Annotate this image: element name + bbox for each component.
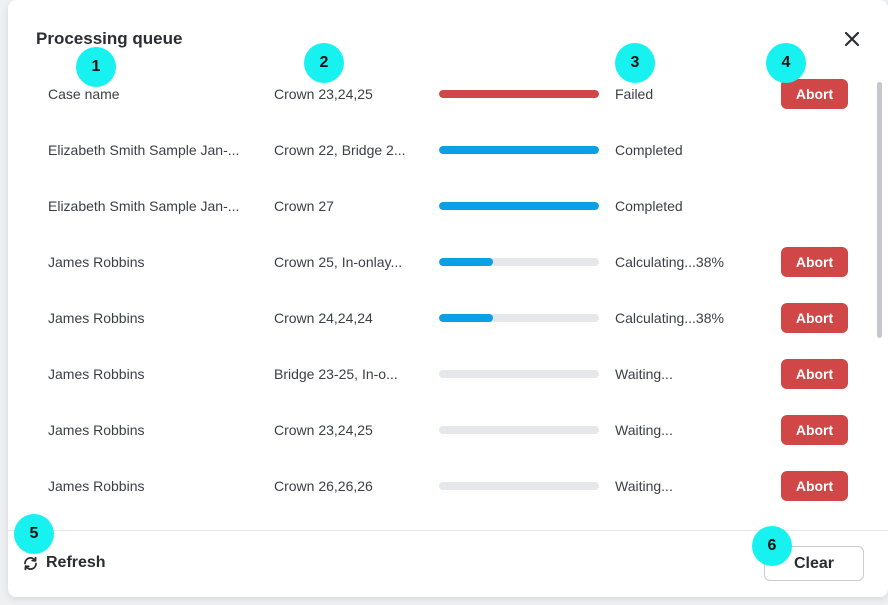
progress-bar-fill bbox=[439, 314, 494, 322]
queue-row: James Robbins Crown 23,24,25 Waiting... Abo… bbox=[8, 402, 878, 458]
status-text: Waiting... bbox=[615, 366, 673, 382]
abort-button[interactable]: Abort bbox=[781, 79, 848, 109]
restoration-list: Bridge 23-25, In-o... bbox=[274, 366, 398, 382]
annotation-marker-5: 5 bbox=[14, 514, 54, 554]
progress-bar-fill bbox=[439, 202, 599, 210]
queue-row: James Robbins Crown 26,26,26 Waiting... Abo… bbox=[8, 458, 878, 514]
footer-divider bbox=[8, 530, 888, 531]
queue-row: James Robbins Crown 24,24,24 Calculating..… bbox=[8, 290, 878, 346]
case-name: James Robbins bbox=[48, 254, 145, 270]
processing-queue-dialog: Processing queue Case name Crown 23,24,25… bbox=[8, 0, 888, 597]
case-name: James Robbins bbox=[48, 310, 145, 326]
annotation-marker-1: 1 bbox=[76, 47, 116, 87]
restoration-list: Crown 26,26,26 bbox=[274, 478, 373, 494]
annotation-marker-6: 6 bbox=[752, 526, 792, 566]
progress-bar-fill bbox=[439, 146, 599, 154]
queue-row: Case name Crown 23,24,25 Failed Abort bbox=[8, 66, 878, 122]
restoration-list: Crown 27 bbox=[274, 198, 334, 214]
progress-bar bbox=[439, 90, 599, 98]
close-icon[interactable] bbox=[841, 28, 863, 50]
abort-button[interactable]: Abort bbox=[781, 471, 848, 501]
case-name: Case name bbox=[48, 86, 120, 102]
abort-button[interactable]: Abort bbox=[781, 303, 848, 333]
status-text: Failed bbox=[615, 86, 654, 102]
queue-row: James Robbins Crown 25, In-onlay... Calcul… bbox=[8, 234, 878, 290]
case-name: Elizabeth Smith Sample Jan-... bbox=[48, 142, 240, 158]
progress-bar-fill bbox=[439, 90, 599, 98]
progress-bar bbox=[439, 426, 599, 434]
abort-button[interactable]: Abort bbox=[781, 415, 848, 445]
restoration-list: Crown 22, Bridge 2... bbox=[274, 142, 406, 158]
queue-row: James Robbins Bridge 23-25, In-o... Waitin… bbox=[8, 346, 878, 402]
annotation-marker-2: 2 bbox=[304, 43, 344, 83]
abort-button[interactable]: Abort bbox=[781, 359, 848, 389]
progress-bar bbox=[439, 482, 599, 490]
status-text: Calculating...38% bbox=[615, 254, 724, 270]
status-text: Waiting... bbox=[615, 478, 673, 494]
scrollbar[interactable] bbox=[877, 82, 882, 338]
refresh-icon bbox=[24, 556, 37, 570]
restoration-list: Crown 23,24,25 bbox=[274, 422, 373, 438]
queue-row: Elizabeth Smith Sample Jan-... Crown 27 Co… bbox=[8, 178, 878, 234]
progress-bar bbox=[439, 202, 599, 210]
refresh-button[interactable]: Refresh bbox=[22, 554, 106, 572]
case-name: James Robbins bbox=[48, 422, 145, 438]
case-name: Elizabeth Smith Sample Jan-... bbox=[48, 198, 240, 214]
progress-bar bbox=[439, 314, 599, 322]
status-text: Waiting... bbox=[615, 422, 673, 438]
case-name: James Robbins bbox=[48, 478, 145, 494]
annotation-marker-4: 4 bbox=[766, 43, 806, 83]
abort-button[interactable]: Abort bbox=[781, 247, 848, 277]
queue-row: Elizabeth Smith Sample Jan-... Crown 22, … bbox=[8, 122, 878, 178]
status-text: Completed bbox=[615, 142, 683, 158]
progress-bar bbox=[439, 370, 599, 378]
progress-bar-fill bbox=[439, 258, 494, 266]
status-text: Calculating...38% bbox=[615, 310, 724, 326]
restoration-list: Crown 25, In-onlay... bbox=[274, 254, 403, 270]
progress-bar bbox=[439, 146, 599, 154]
queue-list: Case name Crown 23,24,25 Failed Abort Elizab… bbox=[8, 66, 878, 522]
dialog-title: Processing queue bbox=[36, 29, 183, 48]
status-text: Completed bbox=[615, 198, 683, 214]
case-name: James Robbins bbox=[48, 366, 145, 382]
progress-bar bbox=[439, 258, 599, 266]
restoration-list: Crown 24,24,24 bbox=[274, 310, 373, 326]
annotation-marker-3: 3 bbox=[615, 43, 655, 83]
restoration-list: Crown 23,24,25 bbox=[274, 86, 373, 102]
refresh-label: Refresh bbox=[46, 554, 106, 571]
